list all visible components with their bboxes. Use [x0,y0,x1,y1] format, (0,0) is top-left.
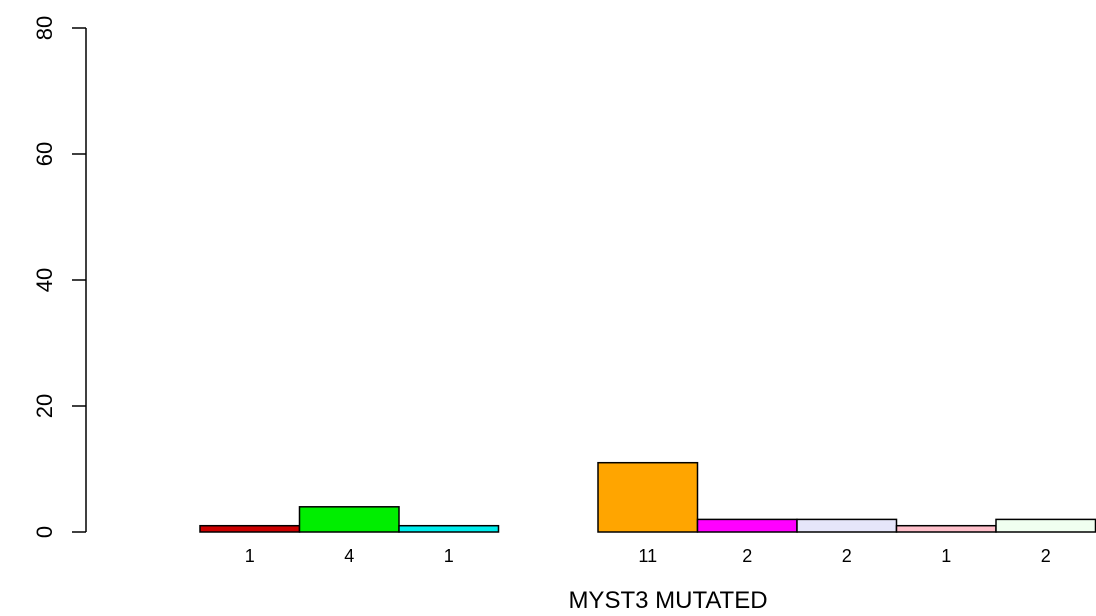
bar-value-label: 1 [941,546,951,566]
bar-value-label: 2 [842,546,852,566]
bar [995,518,1096,533]
bar [597,461,699,533]
y-tick-label: 40 [32,268,57,292]
bar [199,524,301,533]
bar-value-labels: 1 4 1 11 2 2 1 2 [245,546,1051,566]
bar [298,506,400,533]
y-axis: 0 20 40 60 80 [32,16,87,538]
bar [398,524,500,533]
y-tick-label: 80 [32,16,57,40]
bar-value-label: 2 [742,546,752,566]
bar [895,524,997,533]
y-tick-label: 20 [32,394,57,418]
bar-value-label: 4 [344,546,354,566]
bars [199,461,1096,533]
x-axis-title: MYST3 MUTATED [568,587,767,614]
y-tick-label: 60 [32,142,57,166]
bar [796,518,898,533]
bar-value-label: 1 [444,546,454,566]
bar [696,518,798,533]
y-tick-label: 0 [32,526,57,538]
bar-value-label: 1 [245,546,255,566]
bar-value-label: 11 [638,546,657,566]
bar-value-label: 2 [1041,546,1051,566]
